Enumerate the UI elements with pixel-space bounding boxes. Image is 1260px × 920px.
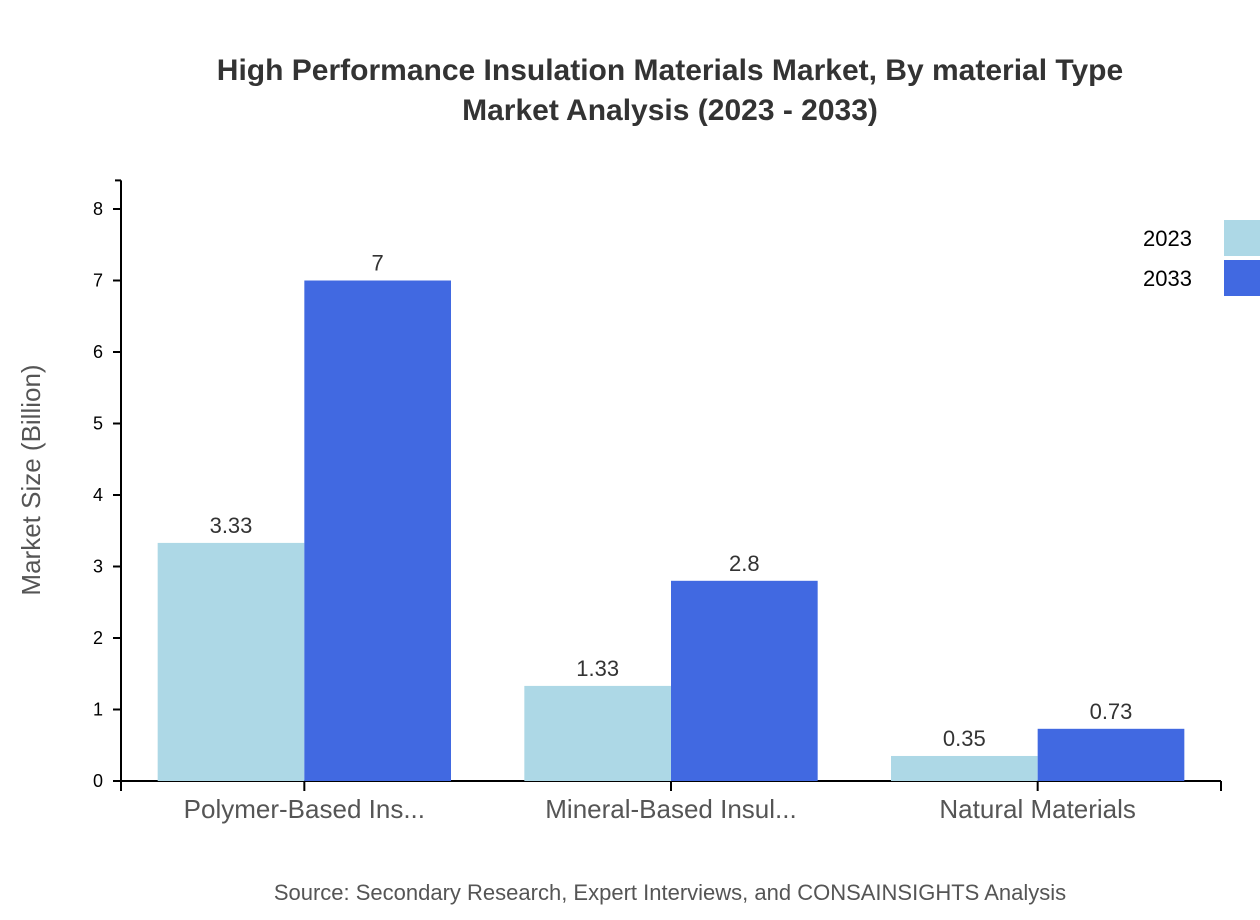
source-note: Source: Secondary Research, Expert Inter… bbox=[274, 880, 1066, 905]
data-label: 0.73 bbox=[1090, 699, 1133, 724]
y-tick-label: 3 bbox=[93, 557, 103, 577]
y-tick-label: 2 bbox=[93, 628, 103, 648]
bar-2023 bbox=[891, 755, 1038, 781]
x-tick-label: Natural Materials bbox=[939, 794, 1136, 824]
data-label: 2.8 bbox=[729, 551, 760, 576]
legend-label: 2033 bbox=[1143, 266, 1192, 291]
bar-2033 bbox=[1037, 728, 1185, 781]
chart-title: High Performance Insulation Materials Ma… bbox=[217, 54, 1123, 87]
y-tick-label: 6 bbox=[93, 342, 103, 362]
x-tick-label: Polymer-Based Ins... bbox=[184, 794, 425, 824]
data-label: 3.33 bbox=[210, 513, 253, 538]
y-tick-label: 0 bbox=[93, 771, 103, 791]
legend-swatch bbox=[1224, 260, 1260, 296]
legend-label: 2023 bbox=[1143, 226, 1192, 251]
y-tick-label: 4 bbox=[93, 485, 103, 505]
chart-subtitle: Market Analysis (2023 - 2033) bbox=[462, 94, 878, 127]
y-axis-label: Market Size (Billion) bbox=[16, 364, 46, 595]
bar-2033 bbox=[671, 580, 818, 781]
y-tick-label: 8 bbox=[93, 199, 103, 219]
bar-2033 bbox=[304, 280, 451, 781]
y-tick-label: 7 bbox=[93, 271, 103, 291]
y-tick-label: 5 bbox=[93, 414, 103, 434]
data-label: 1.33 bbox=[576, 656, 619, 681]
data-label: 0.35 bbox=[943, 726, 986, 751]
legend-swatch bbox=[1224, 220, 1260, 256]
data-label: 7 bbox=[372, 251, 384, 276]
x-tick-label: Mineral-Based Insul... bbox=[545, 794, 796, 824]
bar-2023 bbox=[157, 542, 305, 781]
bar-2023 bbox=[524, 685, 671, 781]
y-tick-label: 1 bbox=[93, 700, 103, 720]
